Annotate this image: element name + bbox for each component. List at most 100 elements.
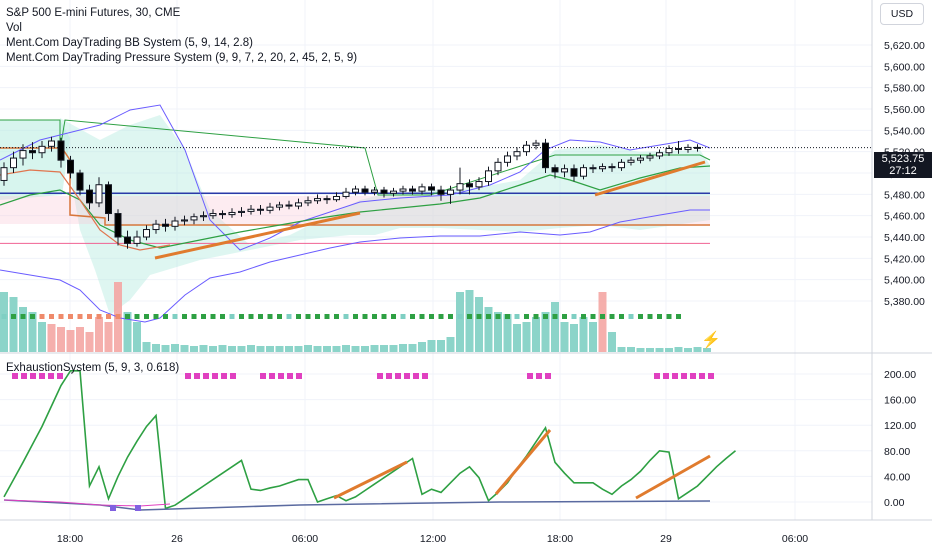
exhaustion-dot xyxy=(230,373,236,379)
signal-dot xyxy=(647,314,653,319)
exhaustion-tick-label: 0.00 xyxy=(884,497,905,509)
candle-body xyxy=(656,152,663,157)
candle-body xyxy=(228,211,236,216)
time-tick-label: 06:00 xyxy=(782,533,808,545)
axes: 5,380.00 5,400.00 5,420.00 5,440.00 5,460.00… xyxy=(57,40,925,545)
exhaustion-pane xyxy=(3,369,737,511)
signal-dot xyxy=(619,314,624,319)
exhaustion-tick-label: 40.00 xyxy=(884,471,910,483)
signal-dot xyxy=(505,314,510,319)
candle-body xyxy=(67,159,74,174)
signal-dot xyxy=(106,314,111,319)
signal-dot xyxy=(657,314,662,319)
signal-dot xyxy=(210,314,216,319)
signal-dot xyxy=(248,314,254,319)
volume-bar xyxy=(541,312,550,352)
volume-bar xyxy=(152,344,160,352)
volume-bar xyxy=(294,346,303,352)
exhaustion-dot xyxy=(269,373,275,379)
signal-dot xyxy=(77,314,83,319)
volume-bar xyxy=(475,297,483,352)
volume-bar xyxy=(589,322,597,352)
candle-body xyxy=(48,140,55,147)
volume-bar xyxy=(446,337,455,352)
candle-body xyxy=(561,168,568,173)
signal-dot xyxy=(362,314,368,319)
candle-body xyxy=(399,188,407,192)
bb-upper xyxy=(0,104,711,251)
volume-bar xyxy=(304,345,312,352)
signal-dot xyxy=(467,314,472,319)
candle-body xyxy=(143,229,150,238)
exhaustion-dot xyxy=(536,373,542,379)
exhaustion-dot xyxy=(21,373,27,379)
volume-bar xyxy=(560,322,569,352)
volume-bar xyxy=(180,345,189,352)
volume-bar xyxy=(408,344,417,352)
bb-indicator-legend[interactable]: Ment.Com DayTrading BB System (5, 9, 14,… xyxy=(6,37,253,49)
signal-dot xyxy=(410,314,415,319)
signal-dot xyxy=(68,314,73,319)
signal-dot xyxy=(277,314,282,319)
candle-body xyxy=(38,145,46,154)
candle-body xyxy=(618,161,625,169)
volume-bar xyxy=(684,348,692,352)
candle-body xyxy=(95,184,103,204)
signal-dot xyxy=(334,314,339,319)
volume-bar xyxy=(323,346,331,352)
volume-bar xyxy=(370,345,379,352)
signal-dot xyxy=(581,314,586,319)
candle-body xyxy=(190,216,198,221)
signal-dot xyxy=(353,314,358,319)
signal-dot xyxy=(571,314,577,319)
candle-body xyxy=(105,184,112,215)
signal-dot xyxy=(305,314,311,319)
candle-body xyxy=(19,150,27,159)
volume-bar xyxy=(47,324,56,352)
volume-bar xyxy=(484,307,493,352)
volume-bar xyxy=(0,292,8,352)
price-tick-label: 5,600.00 xyxy=(884,61,925,73)
signal-dot xyxy=(552,314,558,319)
exhaustion-dot xyxy=(185,373,191,379)
signal-dot xyxy=(267,314,273,319)
candle-body xyxy=(466,183,473,188)
time-tick-label: 18:00 xyxy=(57,533,83,545)
exhaustion-dot xyxy=(386,373,392,379)
volume-bar xyxy=(28,312,37,352)
volume-bar xyxy=(465,290,474,352)
candle-body xyxy=(342,191,350,197)
volume-bar xyxy=(693,347,702,352)
candle-body xyxy=(133,236,141,244)
exhaustion-dot xyxy=(708,373,714,379)
candle-body xyxy=(694,146,701,149)
signal-dot xyxy=(638,314,643,319)
signal-dot xyxy=(533,314,539,319)
exhaustion-line xyxy=(3,369,737,510)
candle-body xyxy=(352,188,359,193)
exhaustion-indicator-legend[interactable]: ExhaustionSystem (5, 9, 3, 0.618) xyxy=(6,362,180,374)
candle-body xyxy=(0,167,8,181)
candle-body xyxy=(390,190,397,194)
signal-dot xyxy=(11,314,16,319)
signal-dot xyxy=(172,314,178,319)
candle-body xyxy=(371,189,378,193)
volume-bar xyxy=(494,312,502,352)
exhaustion-dot xyxy=(48,373,54,379)
time-tick-label: 18:00 xyxy=(547,533,573,545)
volume-bar xyxy=(646,348,654,352)
volume-bar xyxy=(513,324,521,352)
exhaustion-dot-purple xyxy=(110,505,116,511)
signal-dot xyxy=(144,314,149,319)
signal-dot xyxy=(239,314,244,319)
currency-button[interactable]: USD xyxy=(880,3,924,25)
volume-bar xyxy=(228,346,236,352)
volume-bar xyxy=(655,348,664,352)
candle-body xyxy=(57,140,65,161)
pressure-indicator-legend[interactable]: Ment.Com DayTrading Pressure System (9, … xyxy=(6,52,358,64)
signal-dot xyxy=(96,314,102,319)
signal-dot xyxy=(609,314,615,319)
volume-bar xyxy=(38,322,46,352)
exhaustion-dot xyxy=(377,373,383,379)
